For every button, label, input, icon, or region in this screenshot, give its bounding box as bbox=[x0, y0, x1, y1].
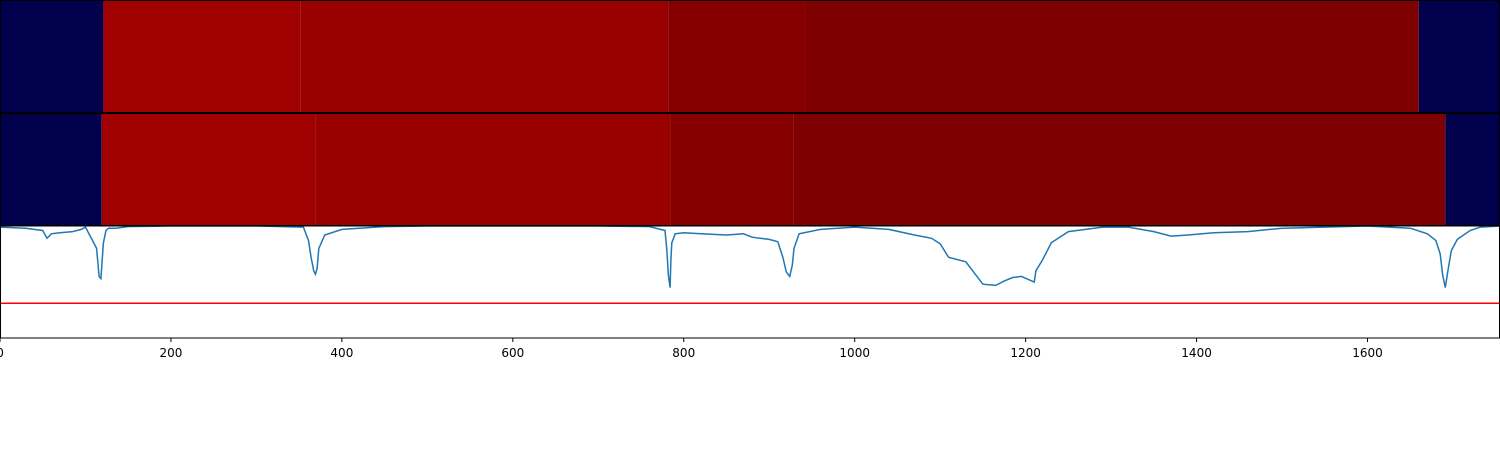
x-tick-label-1200: 1200 bbox=[1010, 346, 1041, 360]
heatmap-middle-panel bbox=[0, 114, 1500, 225]
heatmap-top-segment-1 bbox=[103, 1, 301, 112]
x-tick-label-1400: 1400 bbox=[1181, 346, 1212, 360]
x-tick-label-0: 0 bbox=[0, 346, 4, 360]
heatmap-middle-segment-5 bbox=[1445, 114, 1500, 225]
x-tick-label-1600: 1600 bbox=[1352, 346, 1383, 360]
heatmap-top-segment-5 bbox=[1418, 1, 1500, 112]
heatmap-top-panel bbox=[0, 1, 1500, 112]
x-tick-label-200: 200 bbox=[159, 346, 182, 360]
heatmap-middle-segment-4 bbox=[793, 114, 1446, 225]
heatmap-middle-segment-3 bbox=[670, 114, 794, 225]
x-tick-label-800: 800 bbox=[672, 346, 695, 360]
heatmap-top-segment-4 bbox=[805, 1, 1419, 112]
heatmap-middle-segment-1 bbox=[101, 114, 316, 225]
heatmap-top-segment-0 bbox=[0, 1, 104, 112]
line-plot-background bbox=[0, 226, 1500, 338]
x-axis: 0 200 400 600 800 1000 1200 1400 1600 bbox=[0, 338, 1383, 360]
x-tick-label-600: 600 bbox=[501, 346, 524, 360]
x-tick-label-400: 400 bbox=[330, 346, 353, 360]
series-line bbox=[0, 226, 1500, 288]
heatmap-top-segment-3 bbox=[668, 1, 806, 112]
heatmap-middle-segment-2 bbox=[315, 114, 671, 225]
line-plot-panel bbox=[0, 226, 1500, 338]
x-tick-label-1000: 1000 bbox=[839, 346, 870, 360]
heatmap-top-segment-2 bbox=[300, 1, 669, 112]
heatmap-middle-segment-0 bbox=[0, 114, 102, 225]
